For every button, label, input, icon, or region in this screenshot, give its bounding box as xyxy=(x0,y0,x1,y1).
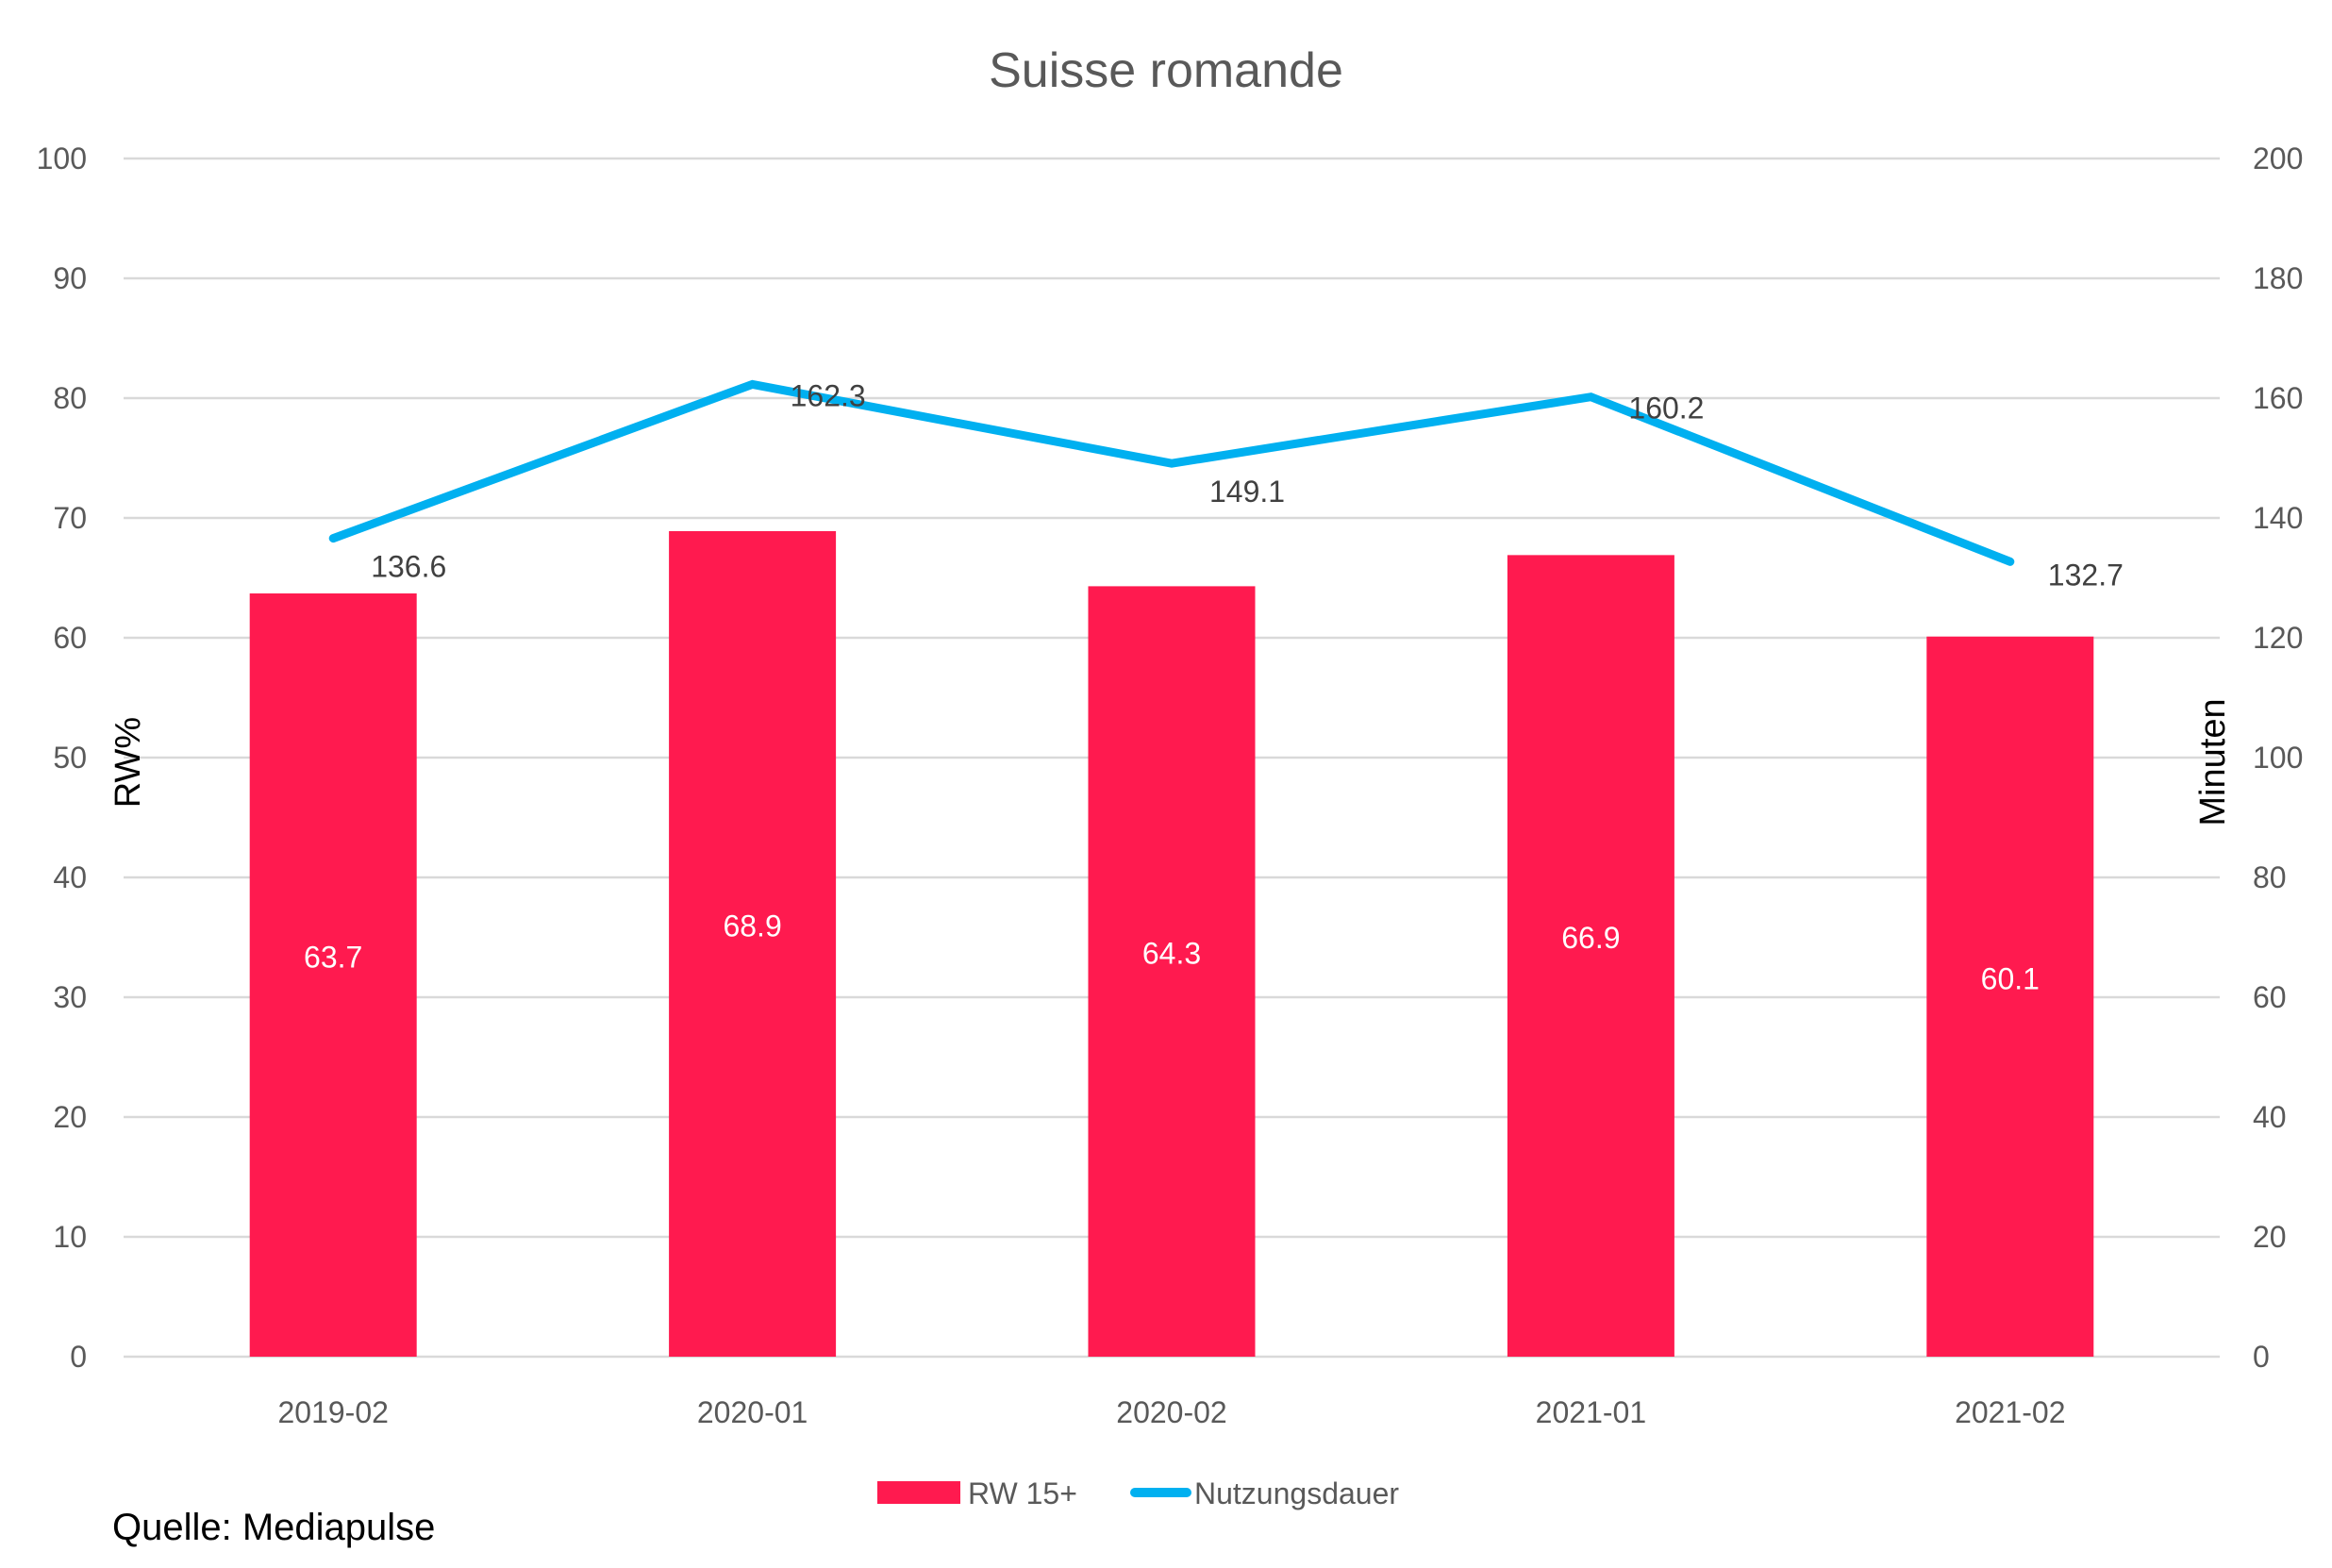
bar-data-label: 64.3 xyxy=(1142,937,1201,971)
line-series: 136.6 162.3 149.1 160.2 132.7 xyxy=(328,378,2124,592)
right-axis-title: Minuten xyxy=(2193,698,2233,826)
legend: RW 15+ Nutzungsdauer xyxy=(877,1476,1399,1510)
bar-data-label: 68.9 xyxy=(723,909,781,942)
left-tick-label: 30 xyxy=(53,980,87,1014)
bar xyxy=(1088,586,1256,1357)
right-tick-label: 80 xyxy=(2253,860,2287,894)
bar-data-label: 60.1 xyxy=(1981,961,2040,995)
line-data-label: 160.2 xyxy=(1628,392,1704,425)
bars: 63.7 68.9 64.3 66.9 60.1 xyxy=(249,530,2094,1357)
line-path xyxy=(328,379,2015,566)
right-tick-label: 0 xyxy=(2253,1340,2270,1374)
bar-data-label: 66.9 xyxy=(1561,921,1620,955)
bar xyxy=(249,593,417,1357)
source-note: Quelle: Mediapulse xyxy=(112,1507,435,1548)
right-tick-label: 200 xyxy=(2253,142,2303,175)
right-tick-label: 140 xyxy=(2253,501,2303,535)
category-label: 2021-01 xyxy=(1536,1395,1646,1429)
left-tick-label: 40 xyxy=(53,860,87,894)
category-label: 2021-02 xyxy=(1955,1395,2065,1429)
line-data-label: 136.6 xyxy=(371,550,446,584)
left-tick-label: 10 xyxy=(53,1220,87,1254)
left-tick-label: 90 xyxy=(53,261,87,295)
right-tick-label: 20 xyxy=(2253,1220,2287,1254)
category-label: 2020-01 xyxy=(697,1395,808,1429)
right-tick-label: 120 xyxy=(2253,621,2303,655)
chart-title: Suisse romande xyxy=(989,43,1343,98)
bar xyxy=(1507,555,1674,1357)
category-label: 2019-02 xyxy=(277,1395,388,1429)
left-axis-ticks: 0 10 20 30 40 50 60 70 80 90 100 xyxy=(37,142,87,1374)
legend-label-rw15: RW 15+ xyxy=(968,1476,1077,1510)
line-data-label: 162.3 xyxy=(791,378,866,412)
right-axis-ticks: 0 20 40 60 80 100 120 140 160 180 200 xyxy=(2253,142,2303,1374)
bar xyxy=(1926,636,2094,1357)
left-tick-label: 70 xyxy=(53,501,87,535)
category-label: 2020-02 xyxy=(1116,1395,1226,1429)
legend-label-nutzungsdauer: Nutzungsdauer xyxy=(1194,1476,1399,1510)
bar xyxy=(669,530,837,1357)
right-tick-label: 40 xyxy=(2253,1100,2287,1134)
left-tick-label: 80 xyxy=(53,381,87,415)
left-tick-label: 100 xyxy=(37,142,87,175)
right-tick-label: 180 xyxy=(2253,261,2303,295)
category-labels: 2019-02 2020-01 2020-02 2021-01 2021-02 xyxy=(277,1395,2065,1429)
line-data-label: 132.7 xyxy=(2048,558,2124,592)
right-tick-label: 60 xyxy=(2253,980,2287,1014)
left-tick-label: 20 xyxy=(53,1100,87,1134)
left-tick-label: 0 xyxy=(70,1340,87,1374)
bar-data-label: 63.7 xyxy=(304,941,362,975)
right-tick-label: 160 xyxy=(2253,381,2303,415)
left-tick-label: 60 xyxy=(53,621,87,655)
right-tick-label: 100 xyxy=(2253,741,2303,775)
left-tick-label: 50 xyxy=(53,741,87,775)
legend-swatch-rw15 xyxy=(877,1481,960,1504)
left-axis-title: RW% xyxy=(108,717,148,808)
line-data-label: 149.1 xyxy=(1209,475,1285,509)
